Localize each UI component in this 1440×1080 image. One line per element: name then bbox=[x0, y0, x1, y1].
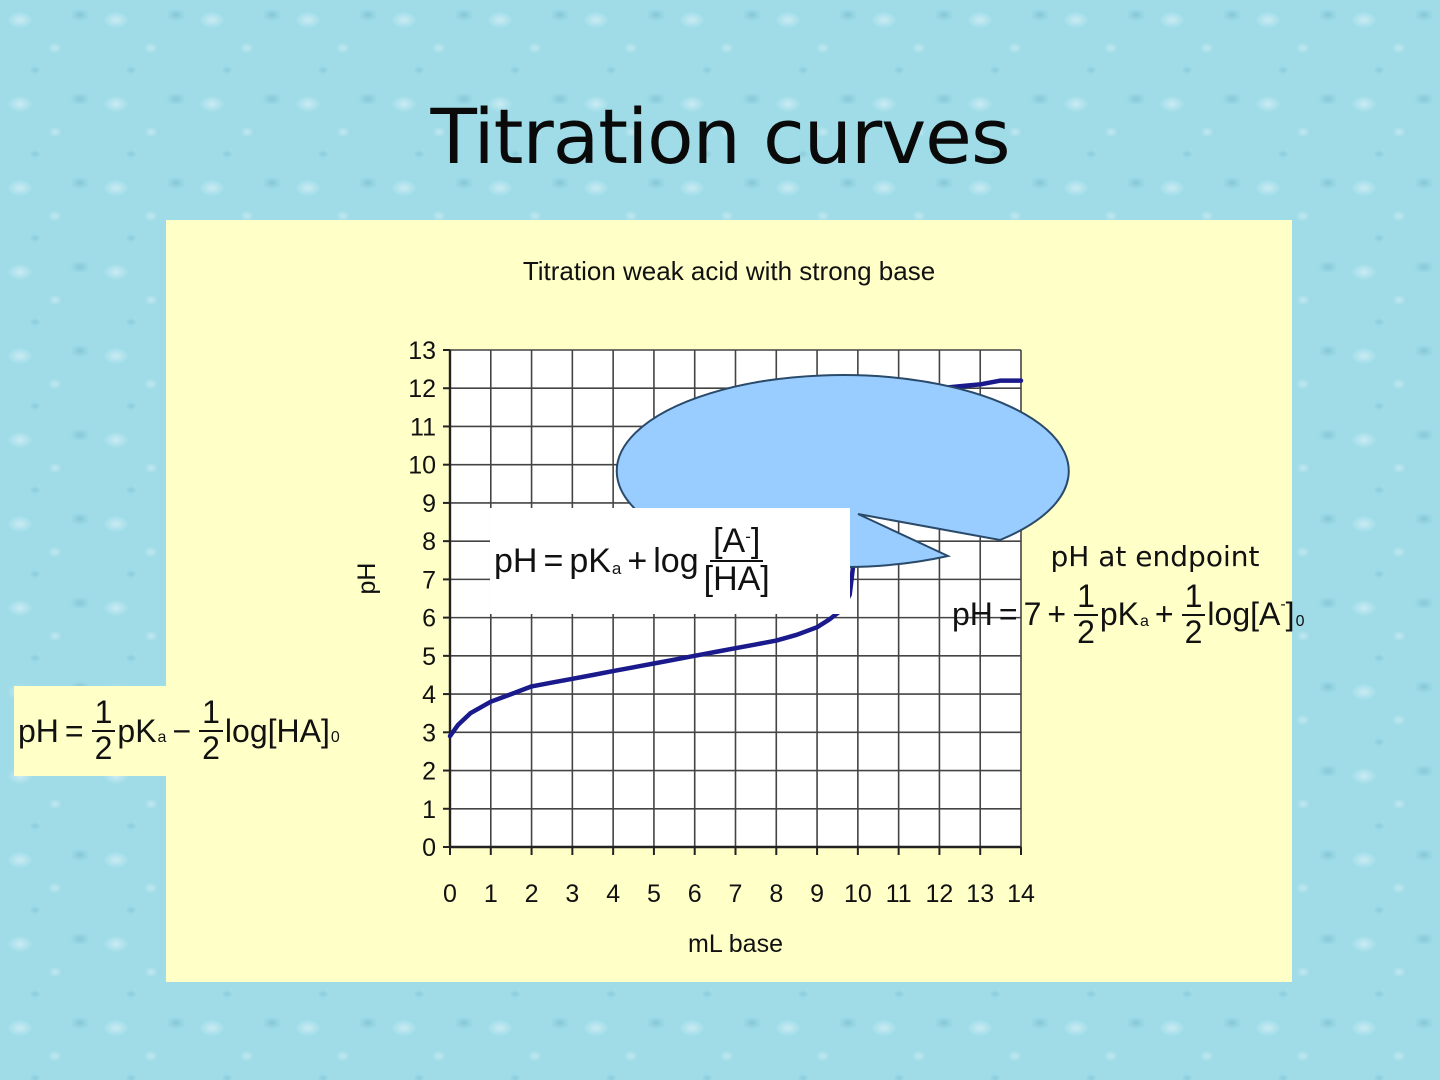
endpoint-plus-2: + bbox=[1154, 596, 1174, 633]
x-tick-label: 6 bbox=[688, 880, 702, 908]
endpoint-ph-formula: pH = 7 + 1 2 pK a + 1 2 log[A -] 0 bbox=[952, 579, 1305, 649]
x-tick-label: 9 bbox=[810, 880, 824, 908]
initial-log: log[HA] bbox=[224, 712, 330, 749]
endpoint-log: log[A bbox=[1207, 596, 1281, 633]
x-tick-label: 3 bbox=[565, 880, 579, 908]
callout-heading: pH at endpoint bbox=[1050, 540, 1260, 573]
y-tick-label: 11 bbox=[410, 413, 436, 441]
y-tick-label: 5 bbox=[422, 643, 436, 671]
x-tick-label: 2 bbox=[525, 880, 539, 908]
y-axis-label: pH bbox=[353, 563, 381, 595]
henderson-hasselbalch-formula: pH = pK a + log [A-] [HA] bbox=[490, 508, 850, 614]
x-tick-label: 7 bbox=[729, 880, 743, 908]
y-tick-label: 3 bbox=[422, 719, 436, 747]
endpoint-pk-sub: a bbox=[1140, 612, 1149, 630]
hh-log: log bbox=[653, 541, 699, 580]
y-tick-label: 1 bbox=[422, 796, 436, 824]
endpoint-plus-1: + bbox=[1047, 596, 1067, 633]
y-tick-label: 6 bbox=[422, 605, 436, 633]
y-tick-label: 13 bbox=[408, 337, 436, 365]
chart-title: Titration weak acid with strong base bbox=[522, 256, 936, 286]
x-tick-label: 4 bbox=[606, 880, 620, 908]
x-tick-label: 0 bbox=[443, 880, 457, 908]
hh-pk: pK bbox=[569, 541, 611, 580]
hh-equals: = bbox=[543, 541, 564, 580]
hh-lhs: pH bbox=[494, 541, 538, 580]
initial-half-2: 1 2 bbox=[199, 696, 223, 765]
x-tick-label: 10 bbox=[844, 880, 872, 908]
endpoint-half-1: 1 2 bbox=[1074, 579, 1098, 649]
y-tick-label: 9 bbox=[422, 490, 436, 518]
x-tick-label: 1 bbox=[484, 880, 498, 908]
initial-log-sub: 0 bbox=[330, 729, 340, 747]
endpoint-seven: 7 bbox=[1023, 596, 1042, 633]
initial-equals: = bbox=[64, 712, 84, 749]
y-tick-label: 2 bbox=[422, 758, 436, 786]
hh-numerator: [A-] bbox=[710, 523, 764, 562]
initial-pk-sub: a bbox=[157, 729, 167, 747]
initial-minus: − bbox=[172, 712, 192, 749]
x-axis-label: mL base bbox=[688, 930, 783, 958]
endpoint-pk: pK bbox=[1099, 596, 1140, 633]
y-tick-label: 7 bbox=[422, 566, 436, 594]
hh-fraction: [A-] [HA] bbox=[701, 523, 773, 598]
endpoint-log-sub: 0 bbox=[1295, 612, 1305, 630]
y-tick-label: 12 bbox=[408, 375, 436, 403]
y-tick-label: 10 bbox=[408, 452, 436, 480]
endpoint-lhs: pH bbox=[952, 596, 993, 633]
x-tick-label: 8 bbox=[769, 880, 783, 908]
y-tick-label: 4 bbox=[422, 681, 436, 709]
endpoint-log-sup: - bbox=[1280, 596, 1286, 613]
endpoint-log-close: ] bbox=[1285, 596, 1295, 633]
x-tick-label: 14 bbox=[1007, 880, 1035, 908]
hh-denominator: [HA] bbox=[703, 560, 770, 598]
initial-lhs: pH bbox=[18, 712, 59, 749]
initial-half-1: 1 2 bbox=[91, 696, 116, 765]
y-tick-label: 0 bbox=[422, 834, 436, 862]
initial-ph-formula: pH = 1 2 pK a − 1 2 log[HA] 0 bbox=[14, 686, 380, 776]
slide-title: Titration curves bbox=[430, 92, 1010, 181]
x-tick-label: 12 bbox=[926, 880, 954, 908]
x-tick-label: 11 bbox=[886, 880, 912, 908]
hh-pk-sub: a bbox=[611, 558, 622, 578]
endpoint-half-2: 1 2 bbox=[1181, 579, 1206, 649]
y-tick-label: 8 bbox=[422, 528, 436, 556]
x-tick-label: 13 bbox=[966, 880, 994, 908]
hh-plus: + bbox=[627, 541, 648, 580]
endpoint-equals: = bbox=[998, 596, 1018, 633]
initial-pk: pK bbox=[117, 712, 157, 749]
x-tick-label: 5 bbox=[647, 880, 661, 908]
